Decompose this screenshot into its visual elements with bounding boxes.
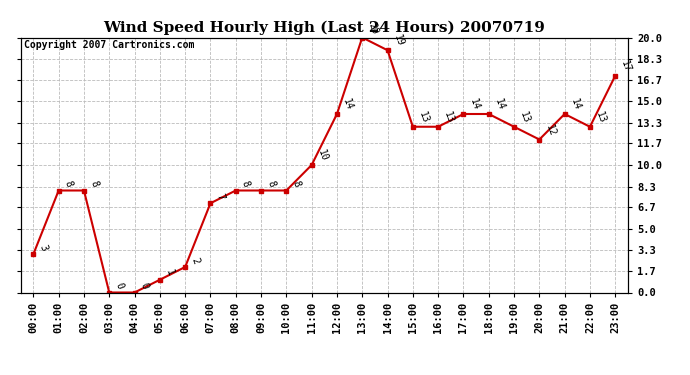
Text: 14: 14	[569, 98, 582, 112]
Text: 14: 14	[493, 98, 506, 112]
Text: 3: 3	[37, 243, 49, 252]
Text: 13: 13	[518, 110, 531, 125]
Text: 7: 7	[215, 192, 226, 201]
Text: 8: 8	[88, 179, 99, 188]
Text: 14: 14	[468, 98, 481, 112]
Text: 0: 0	[113, 281, 125, 290]
Text: 13: 13	[594, 110, 607, 125]
Text: 20: 20	[366, 21, 380, 35]
Text: 10: 10	[316, 148, 329, 163]
Text: 17: 17	[620, 59, 633, 74]
Text: 0: 0	[139, 281, 150, 290]
Text: 19: 19	[392, 34, 405, 48]
Text: 14: 14	[341, 98, 355, 112]
Text: 2: 2	[189, 256, 201, 265]
Text: 13: 13	[417, 110, 431, 125]
Text: 8: 8	[63, 179, 75, 188]
Text: 13: 13	[442, 110, 455, 125]
Text: Copyright 2007 Cartronics.com: Copyright 2007 Cartronics.com	[23, 40, 194, 50]
Text: 1: 1	[164, 268, 175, 278]
Text: 8: 8	[290, 179, 302, 188]
Text: 12: 12	[544, 123, 557, 137]
Title: Wind Speed Hourly High (Last 24 Hours) 20070719: Wind Speed Hourly High (Last 24 Hours) 2…	[104, 21, 545, 35]
Text: 8: 8	[240, 179, 251, 188]
Text: 8: 8	[265, 179, 277, 188]
